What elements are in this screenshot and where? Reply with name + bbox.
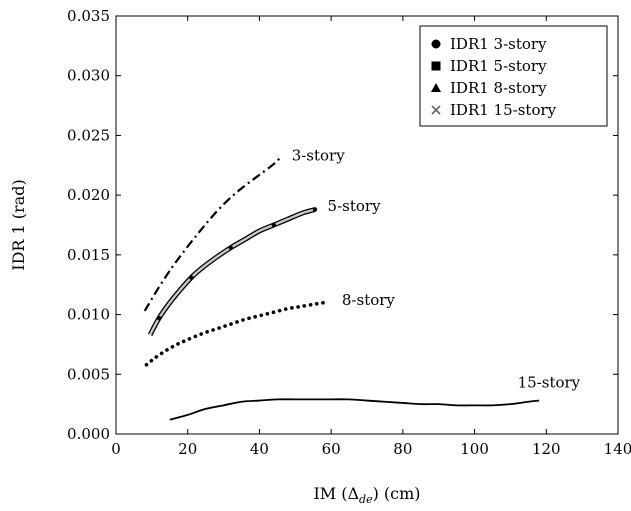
cross-marker-icon — [431, 105, 441, 115]
series-line — [149, 208, 316, 336]
legend-item: IDR1 3-story — [431, 35, 547, 53]
x-tick-label: 120 — [532, 440, 561, 458]
series-8-story — [144, 300, 326, 367]
x-tick-label: 20 — [178, 440, 197, 458]
legend-box — [419, 25, 608, 127]
legend: IDR1 3-story IDR1 5-story IDR1 8-story IDR1… — [419, 25, 608, 127]
plot-area: 3-story 5-story 8-story 15-story — [143, 147, 581, 421]
series-annotation: 8-story — [342, 291, 396, 309]
triangle-marker-icon — [431, 83, 441, 92]
x-axis-title: IM (Δde) (cm) — [313, 484, 420, 506]
x-tick-label: 100 — [460, 440, 489, 458]
y-tick-label: 0.010 — [67, 306, 110, 324]
series-line — [143, 156, 282, 312]
y-tick-label: 0.015 — [67, 246, 110, 264]
y-tick-label: 0.035 — [67, 7, 110, 25]
legend-label: IDR1 15-story — [450, 101, 557, 119]
legend-item: IDR1 15-story — [431, 101, 557, 119]
y-axis-title: IDR 1 (rad) — [9, 179, 28, 270]
data-point — [312, 207, 318, 212]
series-annotation: 5-story — [328, 197, 382, 215]
series-line-outline — [147, 207, 316, 337]
series-line — [144, 300, 326, 367]
x-tick-label: 60 — [322, 440, 341, 458]
square-marker-icon — [431, 61, 441, 71]
data-point — [156, 315, 162, 321]
series-15-story — [169, 398, 540, 421]
data-point — [189, 275, 194, 280]
axes: 0 20 40 60 80 100 120 140 0.000 0.005 0.010 0.015 0.… — [67, 7, 631, 458]
y-tick-label: 0.005 — [67, 365, 110, 383]
circle-marker-icon — [431, 39, 441, 49]
legend-label: IDR1 3-story — [450, 35, 547, 53]
series-annotation: 15-story — [518, 374, 581, 392]
y-tick-label: 0.030 — [67, 67, 110, 85]
series-line — [169, 398, 540, 421]
data-point — [228, 245, 233, 250]
legend-item: IDR1 5-story — [431, 57, 547, 75]
series-5-story — [147, 207, 318, 337]
series-3-story — [143, 156, 282, 312]
data-point — [271, 222, 276, 228]
y-tick-label: 0.025 — [67, 126, 110, 144]
y-tick-label: 0.000 — [67, 425, 110, 443]
x-tick-label: 140 — [604, 440, 631, 458]
x-tick-label: 0 — [111, 440, 121, 458]
legend-label: IDR1 5-story — [450, 57, 547, 75]
legend-item: IDR1 8-story — [431, 79, 547, 97]
x-tick-label: 40 — [250, 440, 269, 458]
legend-label: IDR1 8-story — [450, 79, 547, 97]
x-tick-label: 80 — [393, 440, 412, 458]
y-tick-label: 0.020 — [67, 186, 110, 204]
plot-frame — [115, 15, 619, 435]
series-annotation: 3-story — [292, 147, 346, 165]
